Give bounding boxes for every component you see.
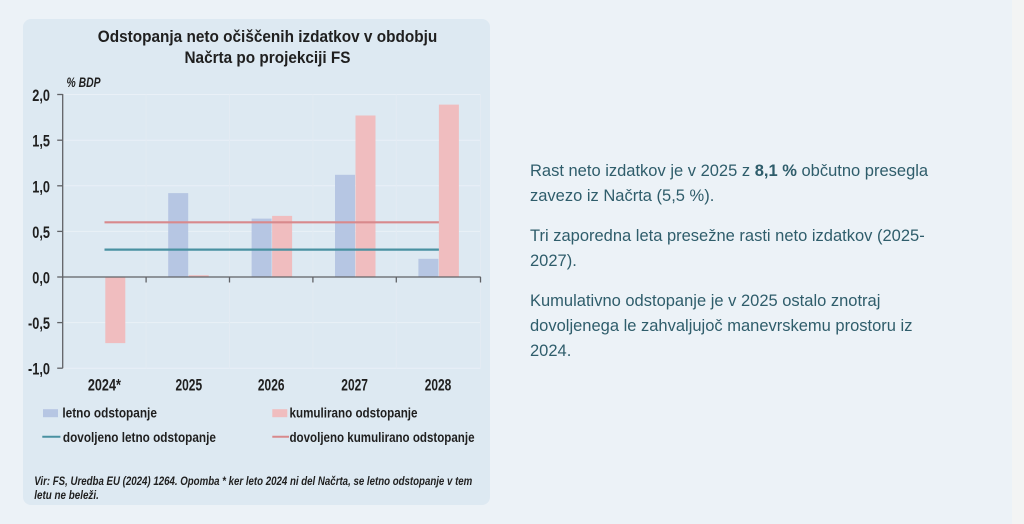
svg-text:Odstopanja neto očiščenih izda: Odstopanja neto očiščenih izdatkov v obd…: [98, 27, 438, 46]
svg-text:2024*: 2024*: [88, 376, 121, 395]
svg-text:1,0: 1,0: [32, 177, 50, 196]
svg-text:kumulirano odstopanje: kumulirano odstopanje: [290, 405, 418, 421]
svg-text:% BDP: % BDP: [67, 74, 101, 90]
svg-text:Vir: FS, Uredba EU (2024) 1264: Vir: FS, Uredba EU (2024) 1264. Opomba *…: [34, 474, 472, 488]
svg-text:letu ne beleži.: letu ne beleži.: [34, 488, 99, 502]
svg-text:dovoljeno kumulirano odstopanj: dovoljeno kumulirano odstopanje: [290, 429, 475, 445]
svg-text:-1,0: -1,0: [28, 360, 50, 379]
svg-text:dovoljeno letno odstopanje: dovoljeno letno odstopanje: [63, 429, 216, 445]
svg-text:letno odstopanje: letno odstopanje: [62, 405, 157, 421]
svg-text:2026: 2026: [258, 376, 285, 395]
svg-text:2,0: 2,0: [32, 86, 50, 105]
svg-text:1,5: 1,5: [32, 132, 50, 151]
svg-text:2025: 2025: [176, 376, 203, 395]
svg-text:Načrta po projekciji FS: Načrta po projekciji FS: [185, 48, 351, 67]
svg-text:-0,5: -0,5: [28, 314, 50, 333]
svg-text:2028: 2028: [425, 376, 452, 395]
svg-text:0,0: 0,0: [32, 269, 50, 288]
svg-text:0,5: 0,5: [32, 223, 50, 242]
svg-text:2027: 2027: [341, 376, 368, 395]
